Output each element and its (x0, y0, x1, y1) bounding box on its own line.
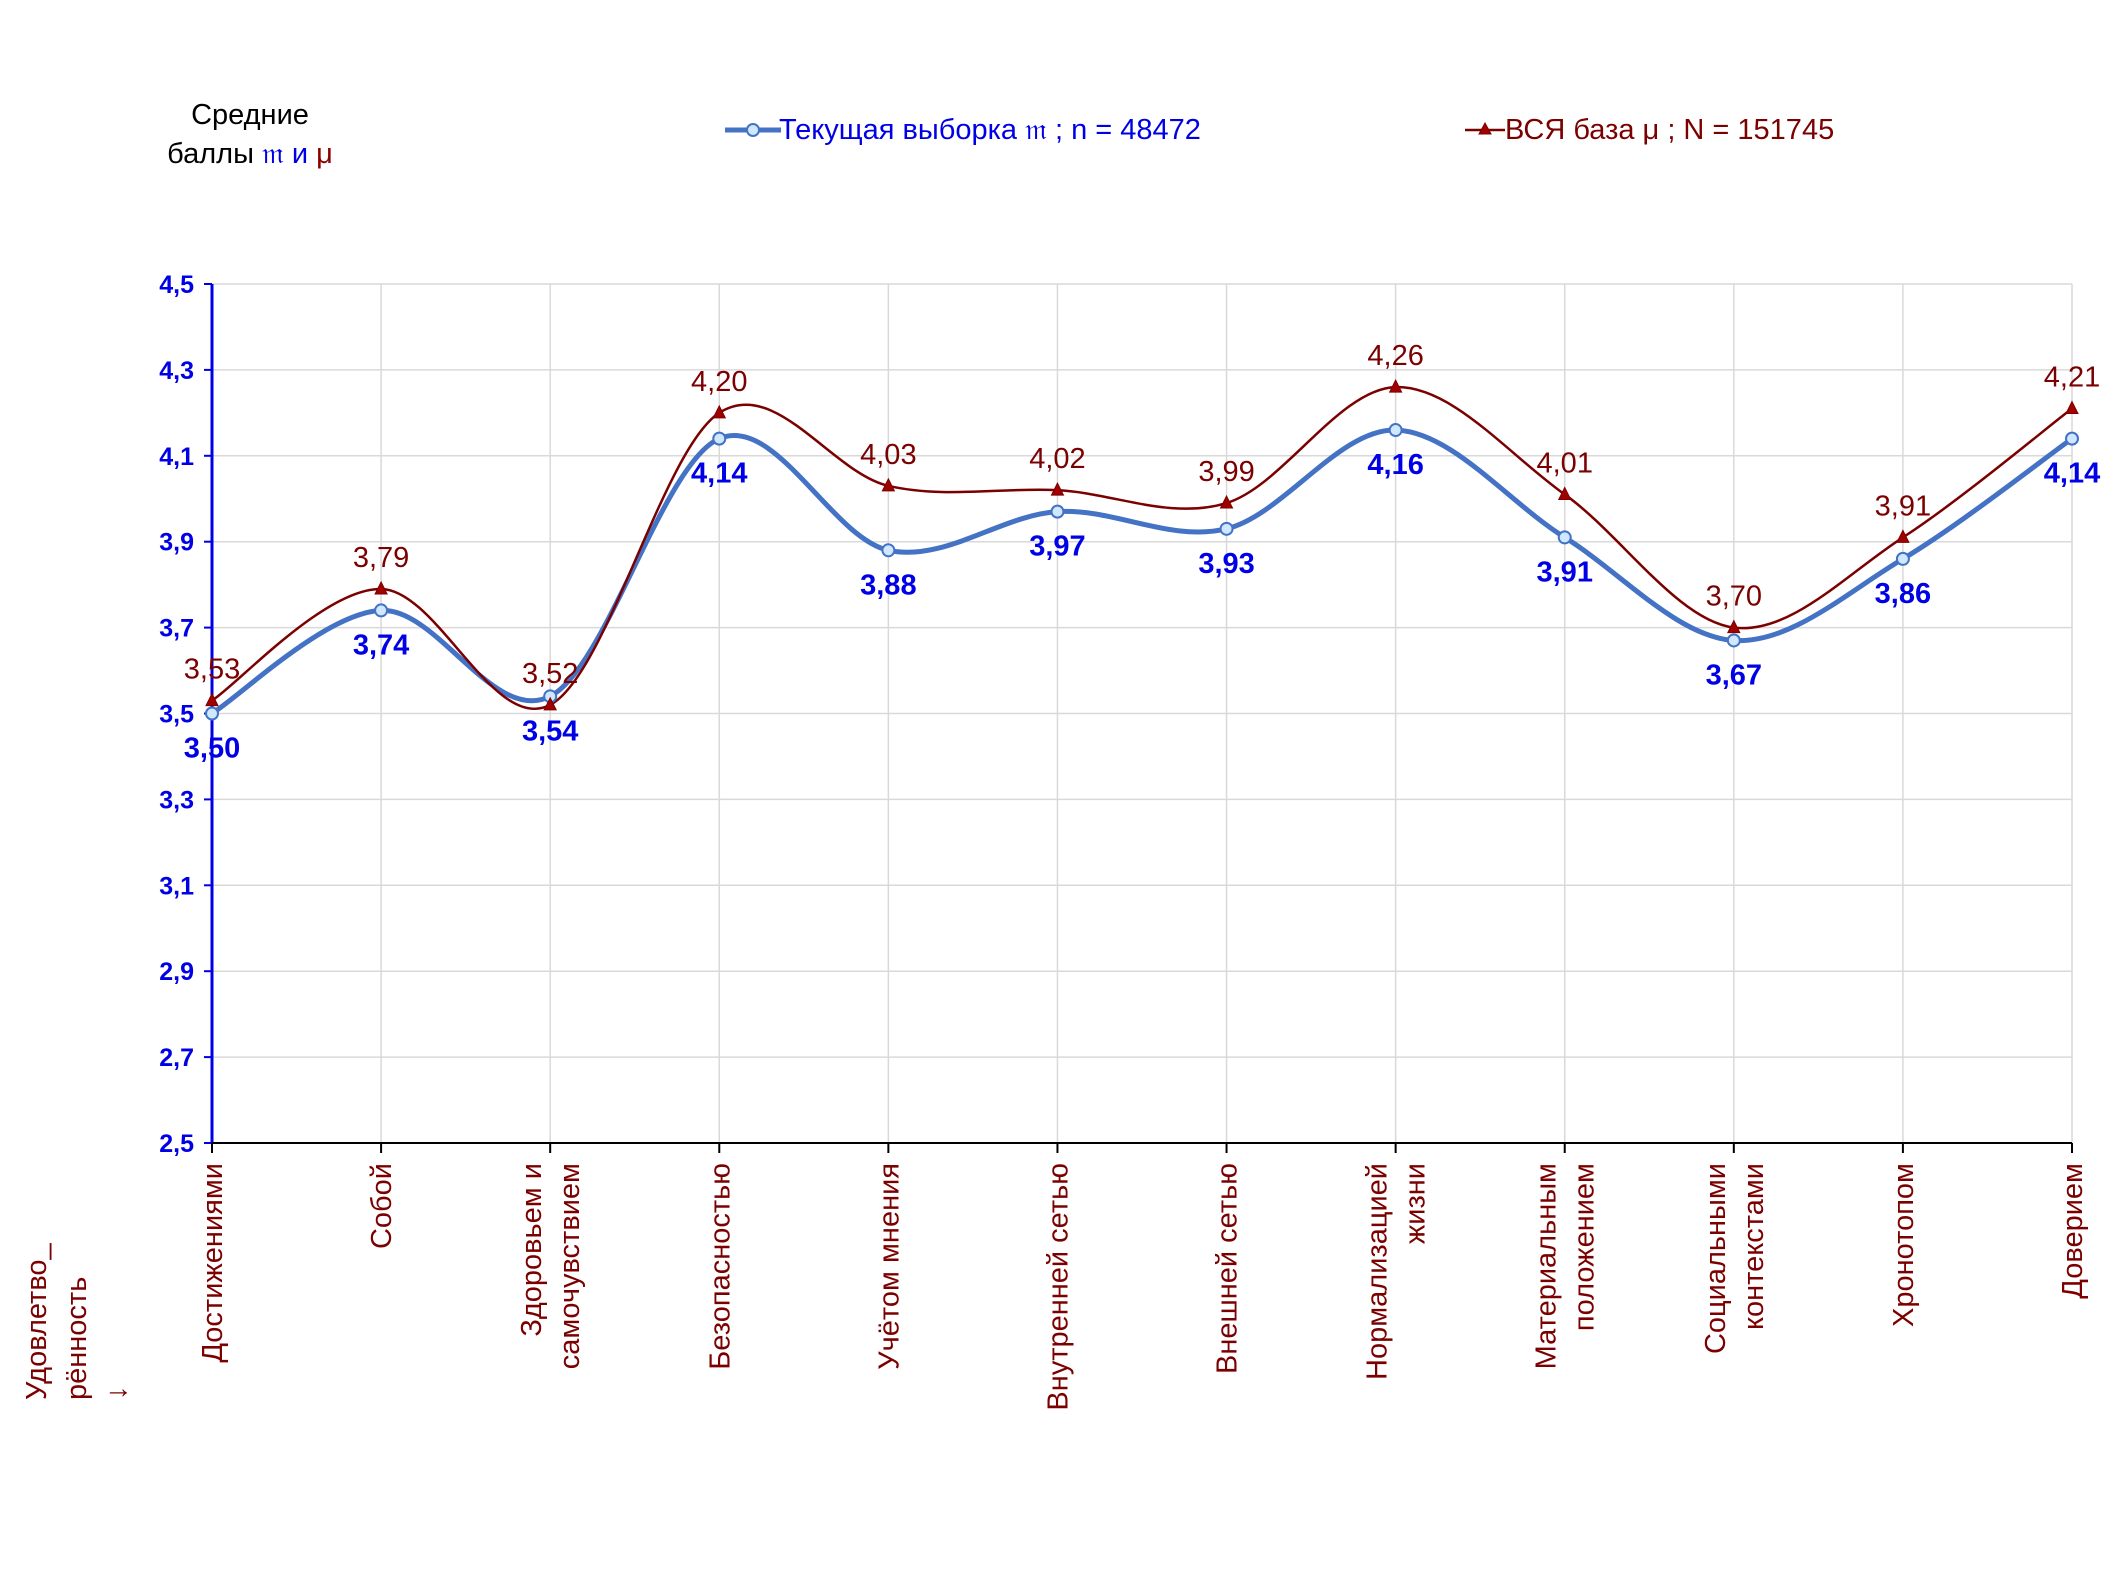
y-axis-title-sym1: 𝔪 (261, 138, 284, 170)
series-line-whole-base (211, 385, 2073, 710)
data-label-current-sample: 3,74 (353, 629, 409, 661)
y-axis-title-prefix: баллы (167, 138, 254, 170)
y-tick-label: 3,5 (159, 701, 194, 729)
x-category-label: Безопасностью (704, 1163, 736, 1370)
point-whole-base (543, 696, 557, 711)
data-label-whole-base: 3,70 (1706, 581, 1762, 613)
point-current-sample (1050, 504, 1065, 519)
x-category-label: Социальными контекстами (1700, 1163, 1770, 1354)
data-label-current-sample: 3,67 (1706, 659, 1762, 691)
point-whole-base (2065, 400, 2079, 415)
series-line-current-sample (210, 427, 2074, 716)
y-tick-label: 3,3 (159, 786, 194, 814)
point-whole-base (1050, 482, 1065, 496)
x-axis-title: Удовлетво_ рённость ↓ (21, 1242, 133, 1400)
point-current-sample (1726, 633, 1741, 648)
y-axis-title-line1: Средние (191, 99, 309, 131)
data-label-whole-base: 3,99 (1198, 456, 1254, 488)
y-tick-label: 2,5 (159, 1130, 194, 1158)
data-label-whole-base: 3,53 (184, 654, 240, 686)
data-label-whole-base: 4,26 (1367, 340, 1423, 372)
point-current-sample (1219, 521, 1234, 536)
series-markers (205, 378, 2079, 721)
point-whole-base (205, 692, 219, 707)
point-current-sample (374, 603, 389, 618)
grid-lines (212, 283, 2073, 1144)
legend-marker-triangle-icon (1465, 121, 1505, 135)
x-category-label: Хронотопом (1888, 1163, 1920, 1327)
y-axis-title: Средние баллы 𝔪 и μ (140, 96, 360, 174)
y-tick-label: 4,5 (159, 271, 194, 299)
data-label-current-sample: 3,97 (1029, 531, 1085, 563)
data-label-whole-base: 4,03 (860, 439, 916, 471)
y-axis-title-and: и (291, 138, 309, 170)
point-whole-base (374, 580, 388, 595)
data-label-whole-base: 3,52 (522, 658, 578, 690)
data-label-current-sample: 4,16 (1367, 449, 1423, 481)
y-axis-title-sym2: μ (316, 138, 333, 170)
data-label-whole-base: 3,91 (1875, 490, 1931, 522)
x-category-label: Внешней сетью (1212, 1163, 1244, 1374)
data-label-whole-base: 4,01 (1537, 447, 1593, 479)
point-whole-base (1557, 486, 1572, 500)
x-axis-title-text: Удовлетво_ рённость ↓ (21, 1242, 133, 1400)
point-current-sample (1388, 423, 1403, 438)
legend-label-whole-base: ВСЯ база μ ; N = 151745 (1505, 114, 1835, 146)
x-category-label: Здоровьем и самочувствием (516, 1163, 586, 1369)
data-label-current-sample: 3,50 (184, 733, 240, 765)
point-whole-base (1219, 494, 1234, 509)
data-label-whole-base: 4,21 (2044, 362, 2100, 394)
data-label-current-sample: 3,88 (860, 569, 916, 601)
legend-label-current-sample: Текущая выборка 𝔪 ; n = 48472 (779, 114, 1201, 146)
y-tick-label: 3,1 (159, 872, 194, 900)
data-label-current-sample: 3,93 (1198, 548, 1254, 580)
x-category-label: Внутренней сетью (1042, 1163, 1074, 1411)
y-tick-label: 4,1 (159, 443, 194, 471)
point-whole-base (1388, 378, 1403, 393)
x-category-labels: Достижениями Собой Здоровьем и самочувствие… (197, 1163, 2089, 1411)
point-whole-base (1896, 529, 1910, 543)
y-tick-label: 3,7 (159, 615, 194, 643)
y-axis-title-line2: баллы 𝔪 и μ (140, 135, 360, 174)
legend-marker-circle-icon (725, 123, 781, 137)
x-category-label: Материальным положением (1531, 1163, 1601, 1369)
y-tick-label: 2,9 (159, 958, 194, 986)
x-category-label: Достижениями (197, 1163, 229, 1363)
point-whole-base (712, 404, 727, 419)
data-label-whole-base: 4,20 (691, 366, 747, 398)
data-label-current-sample: 4,14 (2044, 458, 2100, 490)
data-label-whole-base: 3,79 (353, 542, 409, 574)
y-tick-label: 3,9 (159, 529, 194, 557)
point-current-sample (1557, 530, 1572, 545)
x-category-label: Доверием (2057, 1163, 2089, 1299)
data-label-current-sample: 4,14 (691, 458, 747, 490)
y-tick-label: 4,3 (159, 357, 194, 385)
point-current-sample (205, 706, 219, 721)
x-category-label: Собой (366, 1163, 398, 1249)
point-whole-base (881, 477, 896, 492)
axes (204, 283, 2073, 1153)
x-category-label: Учётом мнения (873, 1163, 905, 1370)
point-current-sample (2065, 431, 2079, 446)
y-tick-label: 2,7 (159, 1044, 194, 1072)
data-labels: 3,53 3,79 3,52 4,20 4,03 4,02 3,99 4,26 4,01 3,70… (184, 340, 2100, 764)
data-label-whole-base: 4,02 (1029, 443, 1085, 475)
point-whole-base (1727, 619, 1741, 634)
point-current-sample (881, 543, 896, 558)
point-current-sample (712, 431, 727, 446)
y-tick-labels: 2,5 2,7 2,9 3,1 3,3 3,5 3,7 3,9 4,1 4,3 4,5 (159, 271, 194, 1158)
x-category-label: Нормализацией жизни (1362, 1163, 1432, 1380)
data-label-current-sample: 3,54 (522, 715, 578, 747)
series-lines (210, 385, 2074, 716)
data-label-current-sample: 3,91 (1537, 556, 1593, 588)
point-current-sample (1895, 551, 1910, 566)
data-label-current-sample: 3,86 (1875, 578, 1931, 610)
